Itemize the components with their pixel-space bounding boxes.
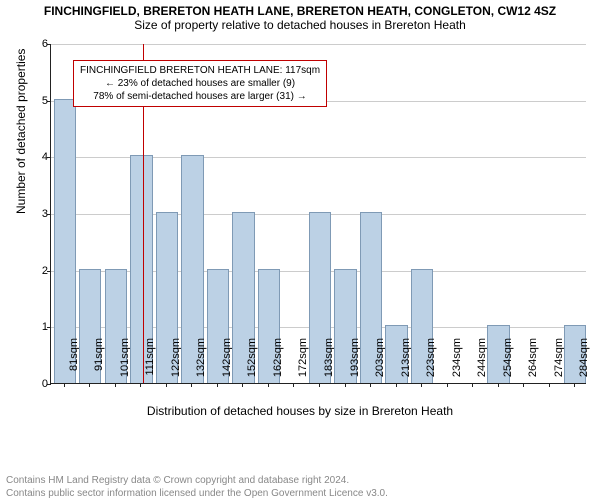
xtick-mark [217,383,218,387]
ytick-label: 0 [8,378,48,390]
xtick-mark [64,383,65,387]
xtick-label: 234sqm [451,338,463,388]
annotation-box: FINCHINGFIELD BRERETON HEATH LANE: 117sq… [73,60,327,107]
xtick-label: 213sqm [400,338,412,388]
xtick-mark [574,383,575,387]
xtick-mark [115,383,116,387]
x-axis-label: Distribution of detached houses by size … [0,404,600,418]
xtick-label: 91sqm [93,338,105,388]
xtick-mark [140,383,141,387]
xtick-label: 162sqm [272,338,284,388]
xtick-label: 284sqm [578,338,590,388]
xtick-mark [523,383,524,387]
annotation-line-3: 78% of semi-detached houses are larger (… [80,90,320,103]
ytick-label: 3 [8,208,48,220]
xtick-label: 193sqm [349,338,361,388]
xtick-label: 152sqm [246,338,258,388]
annotation-line-1: FINCHINGFIELD BRERETON HEATH LANE: 117sq… [80,64,320,77]
xtick-mark [447,383,448,387]
xtick-mark [472,383,473,387]
xtick-label: 264sqm [527,338,539,388]
xtick-mark [370,383,371,387]
y-axis-label: Number of detached properties [14,49,28,214]
ytick-label: 2 [8,265,48,277]
xtick-mark [549,383,550,387]
xtick-label: 122sqm [170,338,182,388]
page-title-line1: FINCHINGFIELD, BRERETON HEATH LANE, BRER… [0,4,600,18]
xtick-label: 254sqm [502,338,514,388]
xtick-mark [345,383,346,387]
chart-container: Number of detached properties 81sqm91sqm… [50,44,586,384]
plot-area: 81sqm91sqm101sqm111sqm122sqm132sqm142sqm… [50,44,586,384]
page-title-line2: Size of property relative to detached ho… [0,18,600,32]
xtick-label: 244sqm [476,338,488,388]
footer-line-2: Contains public sector information licen… [6,487,388,500]
xtick-label: 203sqm [374,338,386,388]
xtick-mark [319,383,320,387]
ytick-label: 4 [8,151,48,163]
ytick-label: 5 [8,95,48,107]
xtick-label: 274sqm [553,338,565,388]
xtick-mark [242,383,243,387]
xtick-label: 101sqm [119,338,131,388]
xtick-label: 142sqm [221,338,233,388]
xtick-label: 132sqm [195,338,207,388]
xtick-mark [89,383,90,387]
gridline-h [51,44,586,45]
xtick-label: 81sqm [68,338,80,388]
xtick-label: 172sqm [297,338,309,388]
ytick-label: 1 [8,321,48,333]
xtick-mark [166,383,167,387]
xtick-mark [293,383,294,387]
xtick-label: 223sqm [425,338,437,388]
footer-line-1: Contains HM Land Registry data © Crown c… [6,474,388,487]
xtick-mark [191,383,192,387]
annotation-line-2: ← 23% of detached houses are smaller (9) [80,77,320,90]
xtick-mark [498,383,499,387]
xtick-label: 183sqm [323,338,335,388]
xtick-label: 111sqm [144,338,156,388]
xtick-mark [396,383,397,387]
ytick-label: 6 [8,38,48,50]
xtick-mark [421,383,422,387]
xtick-mark [268,383,269,387]
footer-attribution: Contains HM Land Registry data © Crown c… [6,474,388,500]
